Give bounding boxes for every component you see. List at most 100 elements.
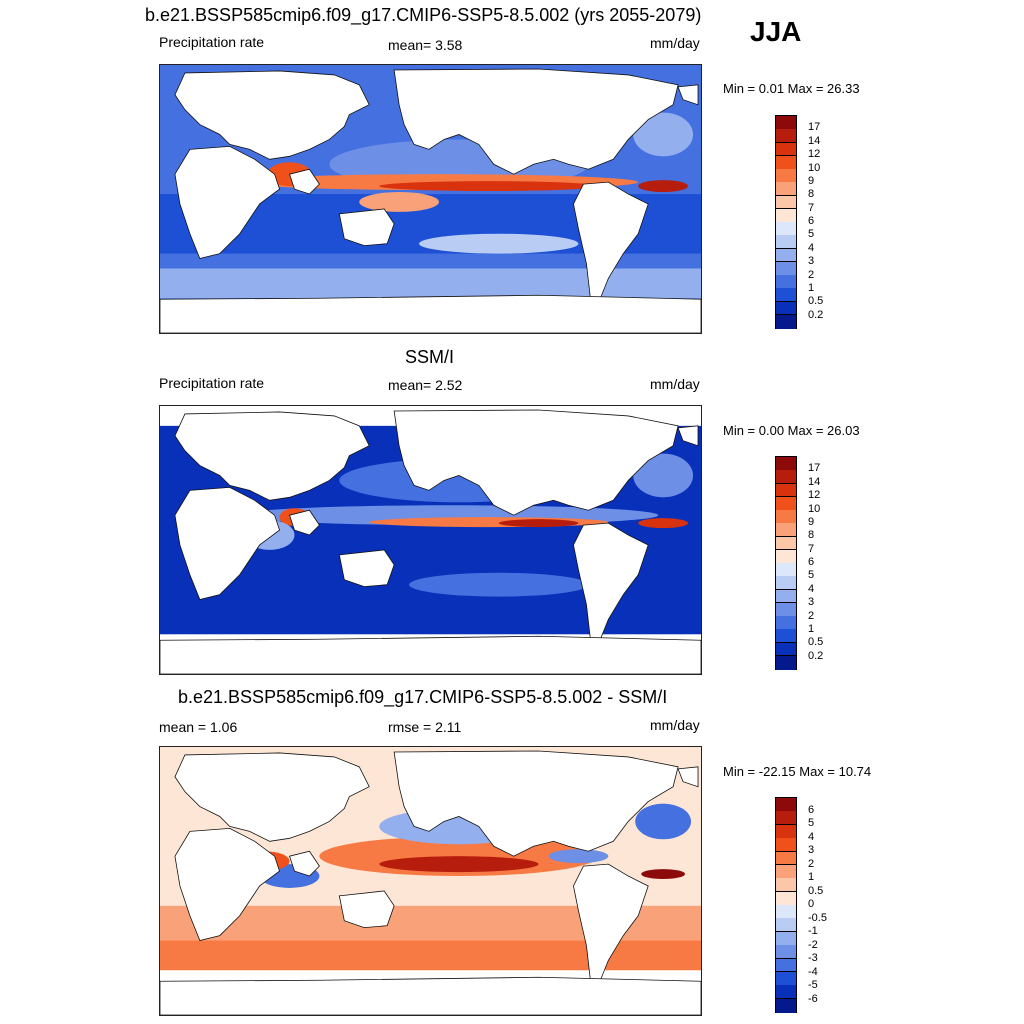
colorbar-tick-label: 9 <box>808 174 815 187</box>
colorbar-swatch <box>776 642 796 657</box>
panel-1-mean: mean= 3.58 <box>388 37 463 53</box>
colorbar-tick-label: 5 <box>808 817 815 829</box>
panel-2-mean: mean= 2.52 <box>388 377 463 393</box>
colorbar-swatch <box>776 616 796 630</box>
panel-1-colorbar <box>775 115 797 329</box>
colorbar-swatch <box>776 838 796 852</box>
colorbar-tick-label: 0.5 <box>808 295 824 308</box>
precipitation-field <box>160 747 701 1015</box>
panel-1-variable-label: Precipitation rate <box>159 34 265 50</box>
colorbar-swatch <box>776 261 796 276</box>
colorbar-tick-label: 10 <box>808 502 821 515</box>
colorbar-tick-label: 7 <box>808 542 815 555</box>
colorbar-swatch <box>776 998 796 1013</box>
colorbar-tick-label: 7 <box>808 201 815 214</box>
panel-2-map <box>159 405 702 675</box>
colorbar-tick-label: 2 <box>808 268 815 281</box>
colorbar-tick-label: 0.2 <box>808 308 824 321</box>
panel-3-map <box>159 746 702 1016</box>
colorbar-tick-label: 12 <box>808 489 821 502</box>
colorbar-swatch <box>776 864 796 879</box>
colorbar-tick-label: 0 <box>808 898 815 910</box>
colorbar-swatch <box>776 798 796 812</box>
colorbar-tick-label: 14 <box>808 475 821 488</box>
colorbar-swatch <box>776 945 796 959</box>
colorbar-swatch <box>776 116 796 130</box>
colorbar-swatch <box>776 129 796 143</box>
colorbar-swatch <box>776 195 796 210</box>
colorbar-tick-label: 8 <box>808 188 815 201</box>
colorbar-tick-label: 14 <box>808 134 821 147</box>
colorbar-tick-label: 0.2 <box>808 649 824 662</box>
colorbar-tick-label: 8 <box>808 529 815 542</box>
colorbar-tick-label: 6 <box>808 803 815 816</box>
colorbar-swatch <box>776 182 796 196</box>
colorbar-swatch <box>776 602 796 617</box>
colorbar-swatch <box>776 878 796 893</box>
colorbar-tick-label: -3 <box>808 952 818 964</box>
colorbar-swatch <box>776 931 796 946</box>
colorbar-tick-label: 17 <box>808 121 821 134</box>
colorbar-tick-label: 3 <box>808 844 815 856</box>
colorbar-tick-label: 6 <box>808 556 815 568</box>
panel-1-map <box>159 64 702 334</box>
colorbar-swatch <box>776 549 796 564</box>
colorbar-swatch <box>776 288 796 302</box>
colorbar-swatch <box>776 235 796 249</box>
colorbar-tick-label: 12 <box>808 148 821 161</box>
colorbar-tick-label: -0.5 <box>808 911 827 924</box>
panel-2-minmax: Min = 0.00 Max = 26.03 <box>723 423 860 438</box>
colorbar-tick-label: 5 <box>808 569 815 582</box>
colorbar-swatch <box>776 905 796 919</box>
colorbar-swatch <box>776 523 796 537</box>
colorbar-swatch <box>776 891 796 906</box>
precipitation-field <box>160 65 701 333</box>
panel-1-minmax: Min = 0.01 Max = 26.33 <box>723 81 860 96</box>
colorbar-tick-label: 5 <box>808 228 815 241</box>
colorbar-tick-label: 6 <box>808 215 815 227</box>
colorbar-swatch <box>776 169 796 183</box>
colorbar-swatch <box>776 470 796 484</box>
colorbar-tick-label: 4 <box>808 241 815 254</box>
colorbar-tick-label: 4 <box>808 830 815 843</box>
panel-3-colorbar <box>775 797 797 1013</box>
colorbar-tick-label: 2 <box>808 857 815 870</box>
colorbar-tick-label: 0.5 <box>808 884 824 897</box>
season-label: JJA <box>750 16 802 47</box>
colorbar-tick-label: 0.5 <box>808 636 824 649</box>
colorbar-swatch <box>776 155 796 170</box>
colorbar-swatch <box>776 824 796 839</box>
precipitation-field <box>160 406 701 674</box>
colorbar-swatch <box>776 496 796 511</box>
colorbar-swatch <box>776 985 796 1000</box>
colorbar-swatch <box>776 248 796 263</box>
colorbar-swatch <box>776 275 796 289</box>
colorbar-swatch <box>776 301 796 316</box>
colorbar-swatch <box>776 971 796 986</box>
colorbar-tick-label: 9 <box>808 515 815 528</box>
colorbar-tick-label: -1 <box>808 925 818 937</box>
colorbar-swatch <box>776 655 796 670</box>
panel-3-units: mm/day <box>650 717 700 733</box>
panel-3-minmax: Min = -22.15 Max = 10.74 <box>723 764 872 779</box>
colorbar-tick-label: 2 <box>808 609 815 622</box>
panel-2-colorbar <box>775 456 797 670</box>
colorbar-swatch <box>776 483 796 498</box>
colorbar-swatch <box>776 314 796 329</box>
colorbar-tick-label: 3 <box>808 596 815 609</box>
colorbar-swatch <box>776 222 796 236</box>
panel-2-variable-label: Precipitation rate <box>159 375 265 391</box>
colorbar-tick-label: 3 <box>808 255 815 268</box>
colorbar-tick-label: -2 <box>808 938 818 951</box>
colorbar-swatch <box>776 457 796 471</box>
panel-3-mean: mean = 1.06 <box>159 719 238 735</box>
colorbar-swatch <box>776 958 796 973</box>
colorbar-swatch <box>776 142 796 157</box>
panel-3-rmse: rmse = 2.11 <box>388 719 462 735</box>
panel-2-title: SSM/I <box>405 347 455 367</box>
colorbar-tick-label: -4 <box>808 965 818 978</box>
colorbar-tick-label: 1 <box>808 871 815 883</box>
colorbar-tick-label: 1 <box>808 281 815 294</box>
panel-1-units: mm/day <box>650 35 700 51</box>
panel-1-title: b.e21.BSSP585cmip6.f09_g17.CMIP6-SSP5-8.… <box>145 5 702 25</box>
